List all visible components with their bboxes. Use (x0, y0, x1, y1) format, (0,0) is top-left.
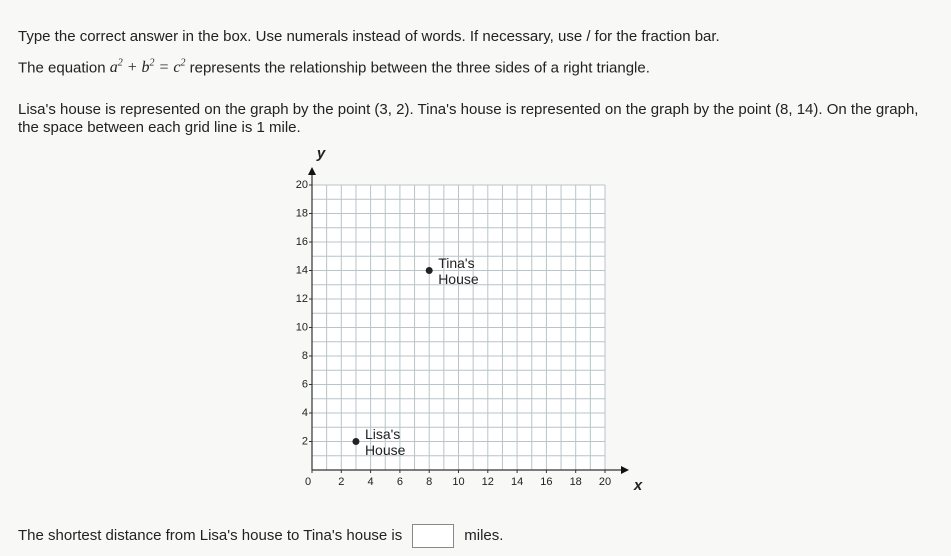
x-tick-label: 20 (599, 476, 611, 488)
op: = (158, 59, 170, 77)
y-axis-label: y (316, 145, 326, 162)
y-tick-label: 6 (302, 378, 308, 390)
op: + (126, 59, 138, 77)
x-tick-label: 16 (540, 476, 552, 488)
equation-line: The equation a2 + b2 = c2 represents the… (18, 58, 650, 77)
instruction: Type the correct answer in the box. Use … (18, 28, 720, 45)
x-axis-label: x (633, 477, 643, 494)
var: a (109, 59, 118, 77)
text: The equation (18, 59, 106, 77)
x-tick-label: 18 (570, 476, 582, 488)
exp: 2 (149, 58, 155, 69)
equation: a2 + b2 = c2 (109, 58, 186, 77)
answer-box[interactable] (412, 524, 455, 548)
y-tick-label: 20 (296, 179, 308, 191)
text: miles. (464, 526, 504, 544)
x-tick-label: 0 (305, 476, 311, 488)
point-label: House (438, 271, 479, 287)
text: The shortest distance from Lisa's house … (18, 526, 403, 544)
y-tick-label: 14 (296, 264, 308, 276)
y-tick-label: 10 (296, 321, 308, 333)
var: b (141, 59, 150, 77)
y-tick-label: 4 (302, 407, 308, 419)
y-tick-label: 12 (296, 293, 308, 305)
problem: Lisa's house is represented on the graph… (18, 101, 919, 136)
x-tick-label: 2 (338, 476, 344, 488)
x-tick-label: 12 (482, 476, 494, 488)
x-tick-label: 8 (426, 476, 432, 488)
exp: 2 (117, 58, 123, 69)
y-tick-label: 8 (302, 350, 308, 362)
y-tick-label: 2 (302, 435, 308, 447)
x-tick-label: 14 (511, 476, 523, 488)
x-tick-label: 6 (397, 476, 403, 488)
y-tick-label: 16 (296, 236, 308, 248)
exp: 2 (180, 58, 186, 69)
point-label: Tina's (438, 255, 474, 271)
point-label: Lisa's (365, 426, 400, 442)
point-label: House (365, 442, 406, 458)
point (425, 267, 433, 274)
text: represents the relationship between the … (189, 59, 650, 77)
y-arrow (308, 167, 316, 175)
y-tick-label: 18 (296, 207, 308, 219)
var: c (173, 59, 181, 77)
point (352, 438, 360, 445)
x-tick-label: 10 (452, 476, 464, 488)
x-arrow (621, 466, 629, 474)
x-tick-label: 4 (368, 476, 374, 488)
answer-line: The shortest distance from Lisa's house … (18, 524, 503, 548)
